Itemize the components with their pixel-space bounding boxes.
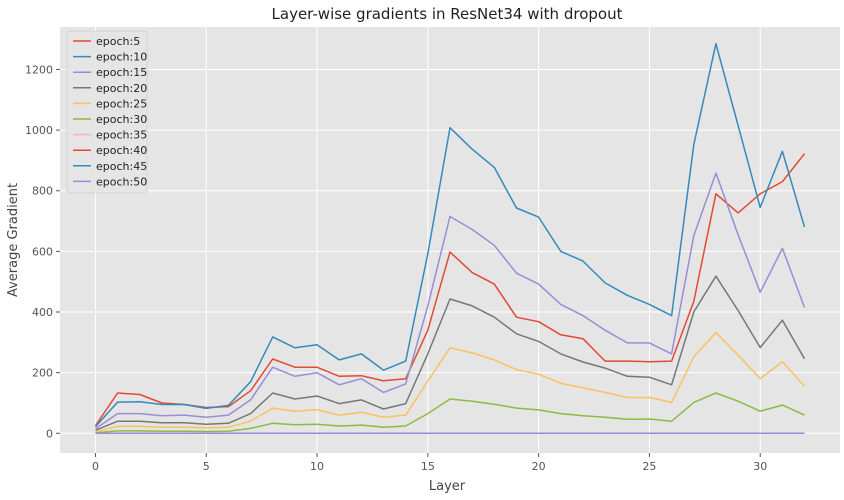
legend-label: epoch:5 <box>96 35 140 48</box>
y-tick-label: 400 <box>32 306 53 319</box>
legend-label: epoch:45 <box>96 160 147 173</box>
x-axis-label: Layer <box>429 479 466 494</box>
legend-label: epoch:30 <box>96 113 147 126</box>
series-line-2 <box>94 42 806 428</box>
legend-label: epoch:10 <box>96 51 147 64</box>
series-line-6 <box>95 392 805 434</box>
legend-label: epoch:35 <box>96 129 147 142</box>
y-tick-label: 800 <box>32 185 53 198</box>
series-line-3 <box>95 172 806 430</box>
x-tick-label: 15 <box>421 460 435 473</box>
y-tick-label: 600 <box>32 245 53 258</box>
x-tick-label: 20 <box>532 460 546 473</box>
x-axis-ticks: 0 5 10 15 20 25 30 <box>92 453 767 473</box>
legend-label: epoch:20 <box>96 82 147 95</box>
x-tick-label: 5 <box>203 460 210 473</box>
legend-label: epoch:40 <box>96 144 147 157</box>
x-tick-label: 0 <box>92 460 99 473</box>
series-group <box>94 42 806 435</box>
y-axis-label: Average Gradient <box>6 183 21 297</box>
y-axis-ticks: 0 200 400 600 800 1000 1200 <box>25 63 60 440</box>
y-tick-label: 0 <box>46 427 53 440</box>
plot-background <box>60 27 840 453</box>
legend: epoch:5 epoch:10 epoch:15 epoch:20 epoch:25 e… <box>66 30 148 194</box>
series-line-5 <box>95 331 806 433</box>
x-tick-label: 25 <box>642 460 656 473</box>
legend-label: epoch:15 <box>96 66 147 79</box>
series-line-4 <box>95 275 806 431</box>
y-tick-label: 200 <box>32 367 53 380</box>
y-tick-label: 1200 <box>25 63 53 76</box>
legend-label: epoch:50 <box>96 175 147 188</box>
x-tick-label: 30 <box>753 460 767 473</box>
x-tick-label: 10 <box>310 460 324 473</box>
legend-label: epoch:25 <box>96 97 147 110</box>
y-tick-label: 1000 <box>25 124 53 137</box>
chart-title: Layer-wise gradients in ResNet34 with dr… <box>272 5 623 23</box>
